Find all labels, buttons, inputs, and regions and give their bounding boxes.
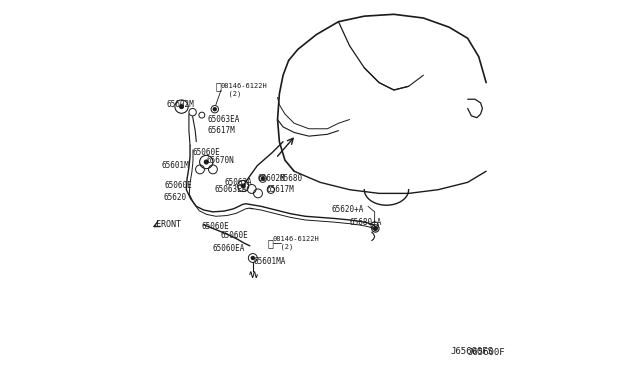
Text: J65600FS: J65600FS: [451, 347, 493, 356]
Text: 65670N: 65670N: [207, 155, 234, 165]
Text: 65063EA: 65063EA: [207, 115, 240, 124]
Text: 65617M: 65617M: [207, 126, 235, 135]
Text: 65602M: 65602M: [257, 174, 285, 183]
Text: J65600FS: J65600FS: [468, 348, 511, 357]
Circle shape: [213, 108, 216, 111]
Text: Ⓐ: Ⓐ: [216, 81, 221, 91]
Text: 65602M: 65602M: [167, 100, 195, 109]
Text: 65617M: 65617M: [266, 185, 294, 194]
Text: 65620+A: 65620+A: [331, 205, 364, 215]
Circle shape: [252, 257, 254, 260]
Text: 65060E: 65060E: [193, 148, 220, 157]
Text: 65680: 65680: [280, 174, 303, 183]
Circle shape: [180, 105, 184, 109]
Text: 65060E: 65060E: [165, 182, 193, 190]
Text: 65680+A: 65680+A: [349, 218, 382, 227]
Text: 65060EA: 65060EA: [213, 244, 245, 253]
Text: 08146-6122H
  (2): 08146-6122H (2): [220, 83, 267, 97]
Text: 65601M: 65601M: [161, 161, 189, 170]
Text: 65620: 65620: [163, 193, 186, 202]
Circle shape: [204, 160, 208, 164]
Text: 65060E: 65060E: [220, 231, 248, 240]
Text: 65063A: 65063A: [224, 178, 252, 187]
Circle shape: [374, 227, 377, 230]
Text: 08146-6122H
  (2): 08146-6122H (2): [272, 237, 319, 250]
Text: 65601MA: 65601MA: [253, 257, 286, 266]
Text: FRONT: FRONT: [156, 220, 180, 229]
Text: Ⓑ: Ⓑ: [268, 238, 273, 248]
Text: 65060E: 65060E: [201, 222, 229, 231]
Text: 65063EA: 65063EA: [215, 185, 247, 194]
Circle shape: [261, 177, 264, 180]
Circle shape: [241, 184, 245, 188]
